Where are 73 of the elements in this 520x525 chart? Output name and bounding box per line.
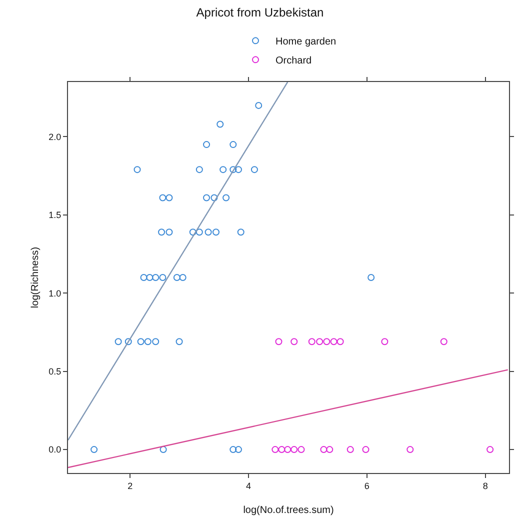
point	[137, 338, 144, 346]
y-axis-title: log(Richness)	[30, 246, 41, 308]
x-tick-label: 6	[364, 480, 370, 491]
point	[160, 446, 167, 454]
x-tick-label: 8	[482, 480, 488, 491]
point	[250, 166, 258, 174]
point	[124, 338, 132, 346]
point	[176, 338, 183, 346]
point	[330, 338, 338, 346]
point	[196, 166, 203, 174]
point	[196, 228, 203, 236]
point	[381, 338, 388, 346]
point	[237, 228, 244, 236]
point	[203, 141, 210, 148]
point	[278, 446, 286, 454]
point	[230, 166, 237, 174]
point	[189, 228, 196, 236]
point	[234, 446, 242, 454]
point	[212, 228, 220, 236]
point	[336, 338, 344, 346]
point	[152, 338, 160, 346]
point	[406, 446, 414, 454]
y-tick-label: 2.0	[48, 132, 62, 142]
point	[440, 338, 448, 346]
point	[368, 274, 375, 281]
y-tick-label: 1.5	[48, 210, 62, 220]
point	[159, 194, 166, 202]
x-axis-title: log(No.of.trees.sum)	[243, 505, 334, 516]
point	[166, 194, 173, 202]
x-tick-label: 4	[246, 480, 252, 491]
point	[179, 274, 186, 281]
chart-title: Apricot from Uzbekistan	[196, 5, 324, 20]
point	[234, 166, 242, 174]
point	[114, 338, 122, 346]
point	[146, 274, 154, 281]
point	[158, 228, 166, 236]
point	[275, 338, 282, 346]
point	[220, 166, 227, 174]
point	[320, 446, 328, 454]
point	[216, 120, 224, 128]
point	[230, 141, 237, 148]
legend-label: Home garden	[276, 36, 336, 48]
x-tick-label: 2	[128, 480, 133, 491]
point	[134, 166, 141, 174]
point	[140, 274, 148, 281]
point	[173, 274, 180, 281]
point	[272, 446, 279, 454]
point	[144, 338, 152, 346]
point	[323, 338, 330, 346]
point	[90, 446, 98, 454]
point	[203, 194, 210, 202]
point	[284, 446, 292, 454]
point	[152, 274, 160, 281]
point	[346, 446, 354, 454]
point	[204, 228, 212, 236]
point	[230, 446, 237, 454]
point	[486, 446, 494, 454]
legend-label: Orchard	[276, 56, 312, 67]
y-tick-label: 0.0	[48, 444, 62, 455]
point	[316, 338, 324, 346]
point	[326, 446, 334, 454]
point	[210, 194, 218, 202]
y-tick-label: 1.0	[48, 288, 62, 298]
point	[362, 446, 370, 454]
point	[308, 338, 316, 346]
point	[159, 274, 166, 281]
point	[290, 446, 298, 454]
point	[298, 446, 305, 454]
point	[222, 194, 230, 202]
point	[290, 338, 298, 346]
y-tick-label: 0.5	[48, 366, 62, 376]
point	[255, 102, 262, 109]
point	[166, 228, 173, 236]
